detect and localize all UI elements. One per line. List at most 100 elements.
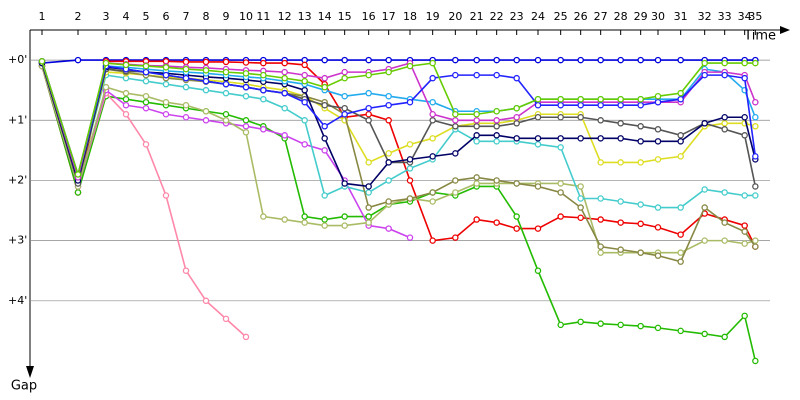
data-point (202, 77, 210, 85)
data-point (752, 114, 759, 121)
data-point (617, 198, 624, 205)
data-point (452, 117, 459, 124)
data-point (202, 117, 210, 124)
data-point (429, 117, 436, 124)
data-point (534, 267, 542, 274)
data-point (557, 213, 564, 220)
data-point (493, 71, 500, 79)
y-tick-label: +1' (8, 113, 27, 126)
data-point (142, 104, 150, 112)
data-point (721, 333, 728, 341)
data-point (701, 71, 708, 79)
data-point (637, 201, 644, 208)
data-point (473, 123, 480, 130)
data-point (142, 77, 150, 85)
data-point (452, 123, 459, 130)
data-point (301, 77, 308, 85)
data-point (429, 189, 436, 196)
data-point (222, 110, 230, 118)
data-point (534, 56, 542, 64)
data-point (637, 95, 644, 103)
data-point (752, 59, 759, 67)
data-point (182, 74, 190, 82)
data-point (741, 114, 748, 121)
data-point (321, 216, 328, 223)
data-point (637, 123, 644, 130)
data-point (493, 123, 500, 130)
data-point (752, 243, 759, 250)
data-point (102, 59, 110, 67)
data-point (654, 204, 662, 211)
data-point (557, 144, 564, 151)
data-point (242, 59, 250, 66)
data-point (321, 74, 328, 82)
y-tick-label: +3' (8, 234, 27, 247)
data-point (741, 59, 748, 67)
data-point (513, 56, 520, 64)
data-point (617, 321, 624, 329)
data-point (637, 249, 644, 256)
data-point (597, 135, 604, 142)
data-point (677, 231, 684, 238)
y-axis-arrow (26, 366, 34, 378)
y-tick-label: +4' (8, 294, 27, 307)
data-point (74, 171, 82, 178)
data-point (122, 95, 130, 103)
data-point (493, 177, 500, 184)
data-point (385, 225, 392, 232)
data-point (365, 110, 372, 118)
data-point (597, 195, 604, 202)
x-tick-label: 5 (143, 10, 150, 23)
data-point (142, 141, 150, 148)
data-point (182, 114, 190, 121)
series-line (41, 65, 757, 362)
data-point (534, 135, 542, 142)
data-point (513, 213, 520, 220)
data-point (182, 58, 190, 66)
data-point (677, 95, 684, 103)
data-point (365, 56, 372, 64)
data-point (452, 189, 459, 196)
data-point (281, 132, 288, 139)
x-tick-label: 20 (448, 10, 462, 23)
data-point (752, 98, 759, 106)
x-tick-label: 1 (39, 10, 46, 23)
data-point (321, 101, 328, 109)
data-point (429, 237, 436, 244)
data-point (406, 177, 414, 184)
data-point (741, 222, 748, 229)
data-point (513, 135, 520, 142)
data-point (473, 180, 480, 187)
data-point (122, 101, 130, 109)
data-point (557, 56, 564, 64)
data-point (597, 101, 604, 109)
data-point (222, 58, 230, 66)
data-point (242, 83, 250, 91)
data-point (162, 64, 170, 71)
x-tick-label: 12 (278, 10, 292, 23)
x-tick-label: 18 (403, 10, 417, 23)
data-point (182, 83, 190, 91)
data-point (429, 135, 436, 142)
data-point (617, 120, 624, 127)
data-point (385, 56, 392, 64)
data-point (429, 153, 436, 160)
data-point (654, 56, 662, 64)
data-point (577, 101, 584, 109)
x-tick-label: 11 (256, 10, 270, 23)
data-point (260, 86, 267, 94)
data-point (677, 132, 684, 139)
x-tick-label: 33 (718, 10, 732, 23)
data-point (701, 330, 708, 338)
data-point (597, 243, 604, 250)
data-point (429, 110, 436, 118)
series-line (41, 61, 757, 181)
data-point (321, 147, 328, 154)
data-point (557, 135, 564, 142)
data-point (557, 95, 564, 103)
x-tick-label: 3 (103, 10, 110, 23)
data-point (493, 117, 500, 124)
x-tick-label: 22 (490, 10, 504, 23)
data-point (654, 156, 662, 163)
data-point (365, 117, 372, 124)
